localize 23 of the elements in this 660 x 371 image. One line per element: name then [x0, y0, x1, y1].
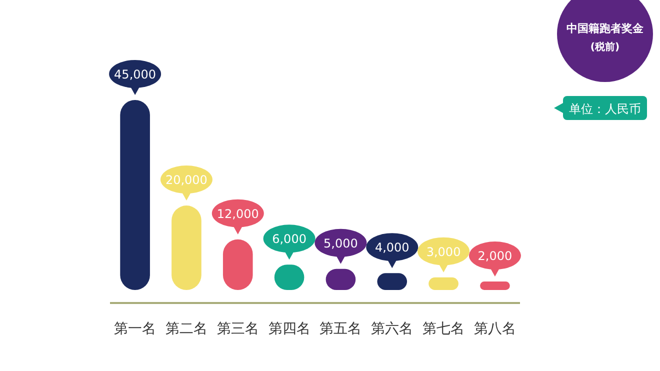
data-label: 3,000: [426, 244, 461, 259]
data-label: 6,000: [272, 232, 306, 246]
data-label: 4,000: [374, 240, 410, 255]
bar: [172, 206, 202, 290]
text: 中国籍跑者奖金: [566, 22, 644, 35]
data-label: 20,000: [165, 173, 208, 188]
x-tick-label: 第八名: [474, 321, 516, 337]
data-label: 2,000: [478, 249, 512, 264]
x-tick-label: 第四名: [268, 321, 310, 337]
bar: [428, 277, 458, 290]
text: 单位：人民币: [569, 102, 641, 116]
x-tick-label: 第六名: [371, 321, 414, 337]
bar: [120, 100, 150, 290]
data-label: 12,000: [216, 206, 259, 221]
x-tick-label: 第七名: [422, 321, 465, 337]
x-tick-label: 第一名: [114, 321, 156, 337]
text: (税前): [590, 41, 620, 53]
x-tick-label: 第三名: [216, 321, 259, 337]
data-label: 45,000: [114, 68, 156, 82]
bar: [480, 282, 510, 290]
x-tick-label: 第五名: [320, 321, 362, 337]
x-tick-label: 第二名: [165, 321, 208, 337]
data-label: 5,000: [324, 236, 358, 250]
